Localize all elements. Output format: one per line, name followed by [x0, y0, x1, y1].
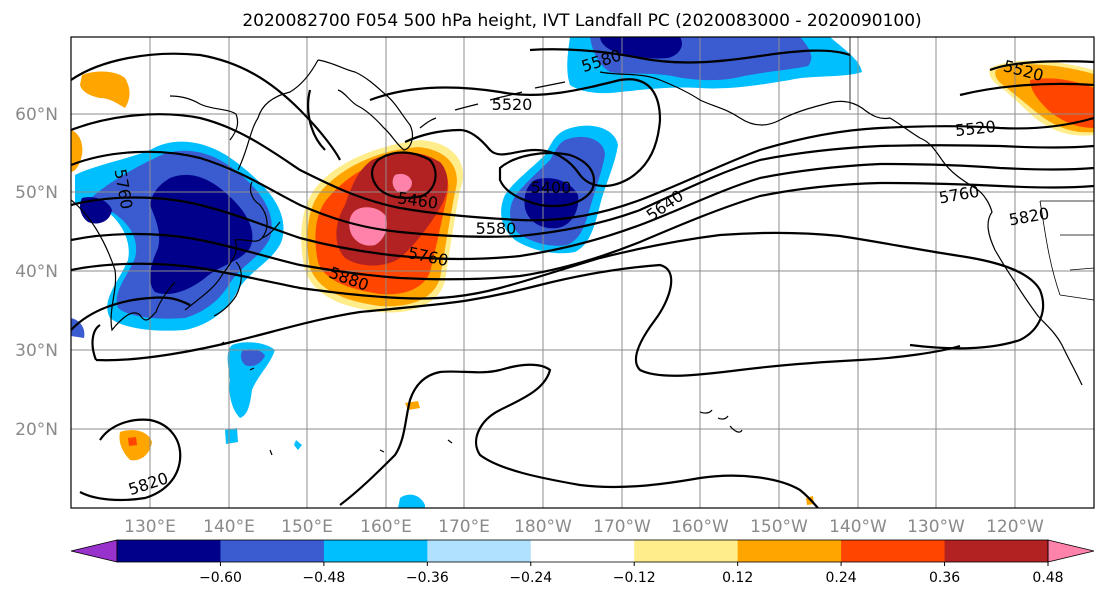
contour-label: 5400 [531, 178, 572, 197]
colorbar-segment [427, 540, 532, 562]
colorbar-segment [634, 540, 739, 562]
contour-label: 5520 [492, 95, 533, 114]
colorbar: −0.60 −0.48 −0.36 −0.24 −0.12 0.12 0.24 0.36 0.4… [70, 539, 1095, 586]
longitude-label: 150°E [281, 517, 333, 537]
latitude-label: 40°N [15, 262, 58, 282]
colorbar-segment [220, 540, 325, 562]
map-frame [70, 36, 1095, 509]
latitude-label: 50°N [15, 183, 58, 203]
colorbar-tick-label: 0.48 [1032, 570, 1063, 586]
longitude-label: 170°E [438, 517, 490, 537]
latitude-label: 20°N [15, 420, 58, 440]
contour-label: 5520 [954, 117, 996, 140]
colorbar-tick-label: −0.36 [406, 570, 449, 586]
colorbar-segment [737, 540, 842, 562]
colorbar-tick-label: −0.48 [302, 570, 345, 586]
colorbar-segment [841, 540, 946, 562]
graticule [71, 37, 1094, 508]
longitude-label: 120°W [986, 517, 1044, 537]
colorbar-extend-max [1047, 539, 1095, 563]
colorbar-frame [116, 539, 1049, 563]
colorbar-tick-label: −0.60 [199, 570, 242, 586]
ivt-negative-anomaly-north [567, 37, 862, 94]
longitude-label: 170°W [593, 517, 651, 537]
longitude-label: 130°W [907, 517, 965, 537]
longitude-label: 140°E [203, 517, 255, 537]
longitude-label: 130°E [124, 517, 176, 537]
colorbar-extend-min [70, 539, 118, 563]
colorbar-tick-label: −0.12 [613, 570, 656, 586]
height-contours [71, 48, 1094, 508]
colorbar-segment [323, 540, 428, 562]
colorbar-tick-label: 0.24 [826, 570, 857, 586]
longitude-label: 160°W [671, 517, 729, 537]
longitude-labels: 130°E 140°E 150°E 160°E 170°E 180°W 170°… [124, 517, 1044, 537]
longitude-label: 150°W [750, 517, 808, 537]
colorbar-segment [530, 540, 635, 562]
ivt-positive-anomaly-spots [71, 71, 814, 508]
map-panel: 5580 5520 5520 5520 5400 5460 5580 5640 … [70, 36, 1095, 509]
colorbar-tick-label: 0.12 [722, 570, 753, 586]
ivt-positive-anomaly-central [301, 140, 464, 313]
colorbar-segment [944, 540, 1049, 562]
latitude-labels: 60°N 50°N 40°N 30°N 20°N [15, 105, 58, 440]
figure-title: 2020082700 F054 500 hPa height, IVT Land… [242, 11, 921, 31]
colorbar-segment [117, 540, 221, 562]
colorbar-tick-label: −0.24 [509, 570, 552, 586]
longitude-label: 160°E [360, 517, 412, 537]
colorbar-tick-label: 0.36 [929, 570, 960, 586]
latitude-label: 60°N [15, 105, 58, 125]
contour-label: 5580 [476, 219, 517, 238]
longitude-label: 140°W [829, 517, 887, 537]
longitude-label: 180°W [514, 517, 572, 537]
latitude-label: 30°N [15, 341, 58, 361]
political-borders [849, 37, 1094, 301]
